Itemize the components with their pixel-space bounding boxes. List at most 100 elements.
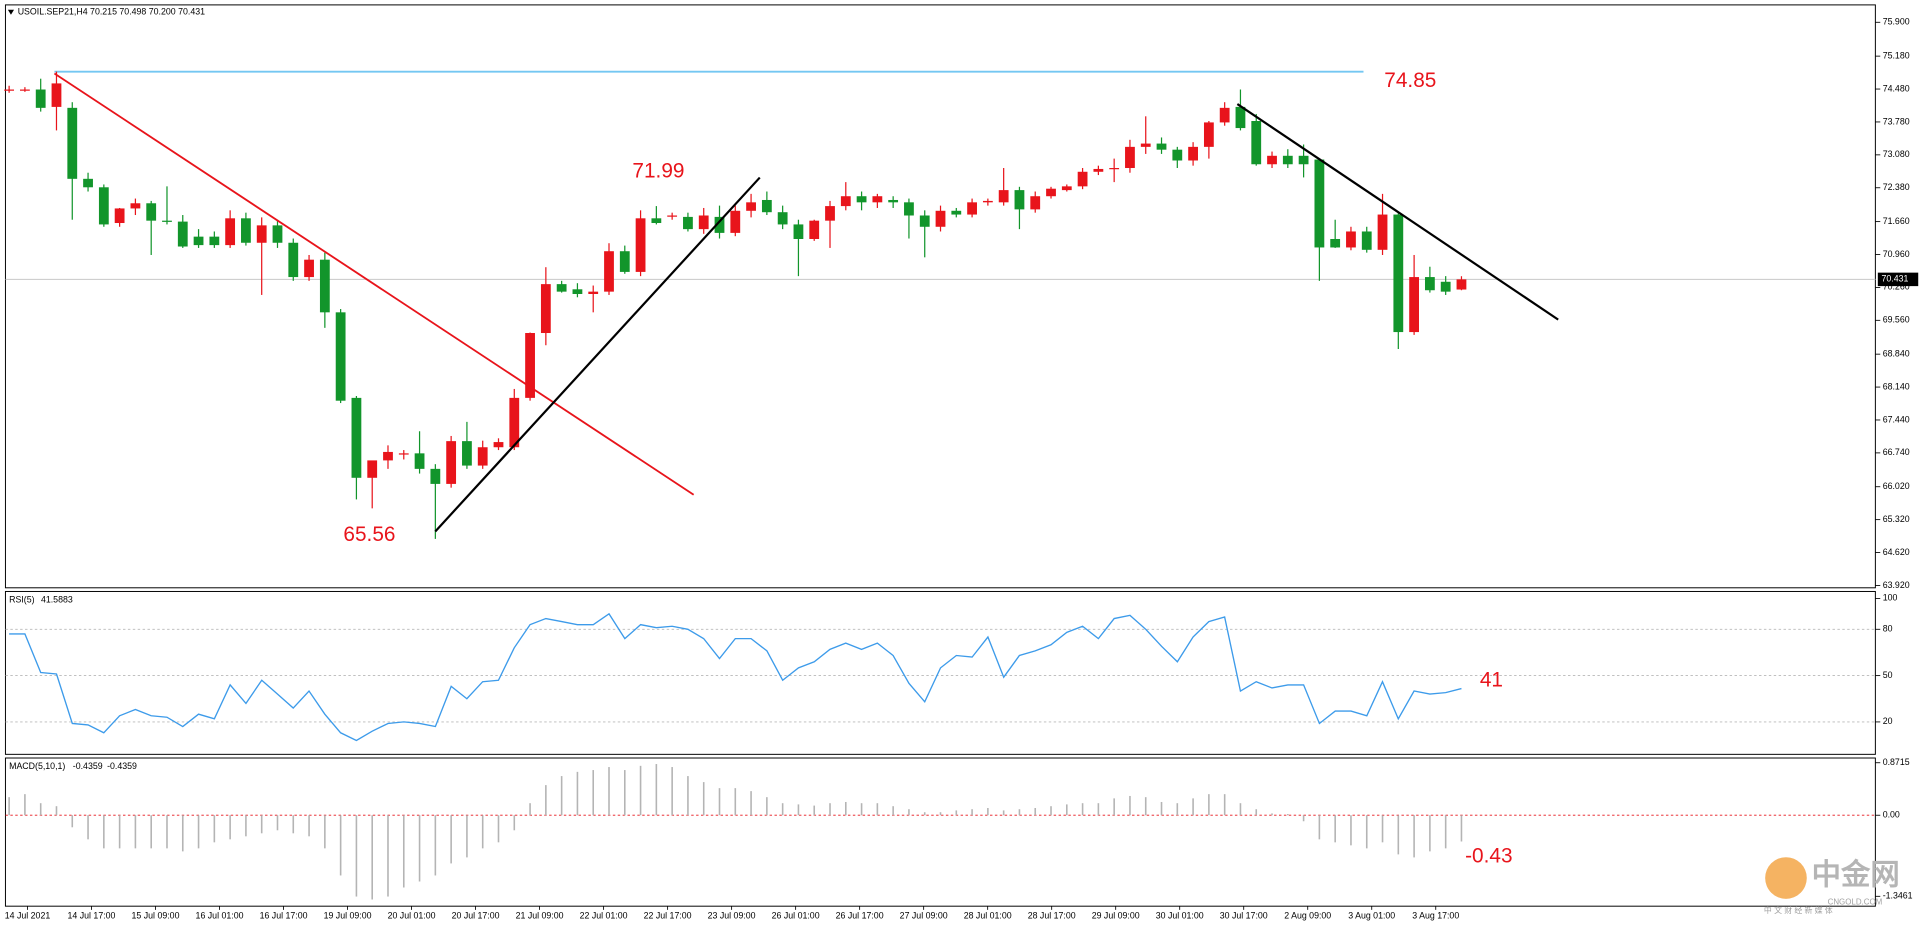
x-tick-label: 30 Jul 01:00: [1156, 910, 1204, 920]
candle-body: [51, 83, 62, 107]
candle-body: [1361, 231, 1372, 250]
trend-line: [1236, 103, 1559, 321]
annotation: 65.56: [343, 523, 395, 546]
y-tick-label: 64.620: [1883, 547, 1910, 557]
candle-body: [304, 259, 314, 278]
candle-body: [683, 216, 693, 230]
x-tick-label: 15 Jul 09:00: [132, 910, 180, 920]
candle-body: [1077, 171, 1088, 187]
candle-body: [1014, 190, 1025, 210]
candle-body: [1298, 155, 1309, 165]
x-tick-label: 14 Jul 17:00: [68, 910, 116, 920]
x-tick-label: 3 Aug 17:00: [1412, 910, 1459, 920]
trend-line: [53, 72, 695, 496]
y-tick-label: 68.840: [1883, 348, 1910, 358]
x-tick-label: 30 Jul 17:00: [1220, 910, 1268, 920]
candle-body: [177, 221, 188, 247]
candle-body: [1440, 281, 1451, 292]
y-tick-label: 65.320: [1883, 514, 1910, 524]
candle-body: [525, 333, 535, 398]
x-tick-label: 22 Jul 17:00: [644, 910, 692, 920]
y-tick-label: 66.740: [1883, 447, 1910, 457]
x-tick-label: 22 Jul 01:00: [580, 910, 628, 920]
x-tick-label: 14 Jul 2021: [5, 910, 51, 920]
annotation: -0.43: [1465, 845, 1512, 868]
x-tick-label: 23 Jul 09:00: [708, 910, 756, 920]
candle-body: [604, 251, 614, 292]
y-tick-label: 50: [1883, 670, 1893, 680]
candle-body: [651, 218, 662, 224]
candle-body: [1046, 188, 1056, 197]
candle-body: [1330, 238, 1341, 248]
candle-body: [241, 218, 251, 243]
watermark-slogan: 中 文 财 经 新 媒 体: [1764, 905, 1833, 915]
candle-body: [209, 236, 220, 246]
candle-body: [1030, 196, 1041, 210]
candle-body: [982, 200, 993, 203]
price-tag: [1877, 272, 1919, 287]
candle-body: [1409, 277, 1420, 333]
x-tick-label: 2 Aug 09:00: [1284, 910, 1331, 920]
candle-body: [777, 212, 788, 225]
y-tick-label: 73.080: [1883, 149, 1910, 159]
y-tick-label: 68.140: [1883, 381, 1910, 391]
y-tick-label: 71.660: [1883, 216, 1910, 226]
candle-body: [20, 89, 30, 91]
indicator-name: RSI(5): [9, 594, 34, 604]
trend-lines: [53, 72, 1559, 533]
x-tick-label: 20 Jul 17:00: [452, 910, 500, 920]
candle-body: [35, 89, 46, 108]
candle-body: [1140, 143, 1151, 147]
x-tick-label: 28 Jul 01:00: [964, 910, 1012, 920]
y-tick-label: 74.480: [1883, 83, 1910, 93]
candle-body: [1172, 149, 1183, 161]
candle-body: [856, 196, 867, 203]
candle-body: [1424, 277, 1435, 291]
candle-body: [1093, 168, 1104, 172]
candle-body: [540, 284, 551, 334]
candle-body: [872, 196, 883, 203]
candle-body: [430, 468, 441, 484]
y-tick-label: 72.380: [1883, 182, 1910, 192]
y-tick-label: 69.560: [1883, 315, 1910, 325]
candle-body: [793, 224, 804, 239]
trend-line: [434, 176, 761, 533]
candle-body: [556, 284, 567, 292]
y-tick-label: 80: [1883, 624, 1893, 634]
candle-body: [351, 397, 362, 478]
candle-body: [1235, 106, 1246, 129]
candle-body: [809, 220, 820, 239]
y-tick-label: 0.8715: [1883, 757, 1910, 767]
y-tick-label: -1.3461: [1883, 891, 1913, 901]
x-tick-label: 28 Jul 17:00: [1028, 910, 1076, 920]
candle-body: [446, 441, 457, 484]
indicator-name: MACD(5,10,1): [9, 761, 65, 771]
candle-body: [1156, 143, 1167, 150]
rsi-panel: [4, 590, 1876, 755]
candle-body: [146, 203, 157, 221]
candle-body: [130, 203, 141, 209]
indicator-value: 41.5883: [41, 594, 73, 604]
candle-body: [888, 199, 899, 203]
x-tick-label: 16 Jul 17:00: [260, 910, 308, 920]
x-tick-label: 16 Jul 01:00: [196, 910, 244, 920]
x-tick-label: 3 Aug 01:00: [1348, 910, 1395, 920]
candle-body: [335, 312, 346, 401]
candle-body: [414, 453, 425, 469]
candle-body: [4, 89, 15, 91]
indicator-value: -0.4359: [107, 761, 137, 771]
candle-body: [1125, 146, 1135, 169]
y-tick-label: 63.920: [1883, 580, 1910, 590]
x-tick-label: 26 Jul 01:00: [772, 910, 820, 920]
candle-body: [288, 242, 299, 278]
annotation: 71.99: [632, 159, 684, 182]
candle-body: [509, 397, 520, 448]
candle-body: [398, 453, 409, 455]
x-tick-label: 26 Jul 17:00: [836, 910, 884, 920]
candle-body: [1456, 279, 1467, 290]
candle-body: [383, 451, 393, 461]
candle-body: [493, 442, 504, 448]
candle-body: [698, 215, 709, 230]
